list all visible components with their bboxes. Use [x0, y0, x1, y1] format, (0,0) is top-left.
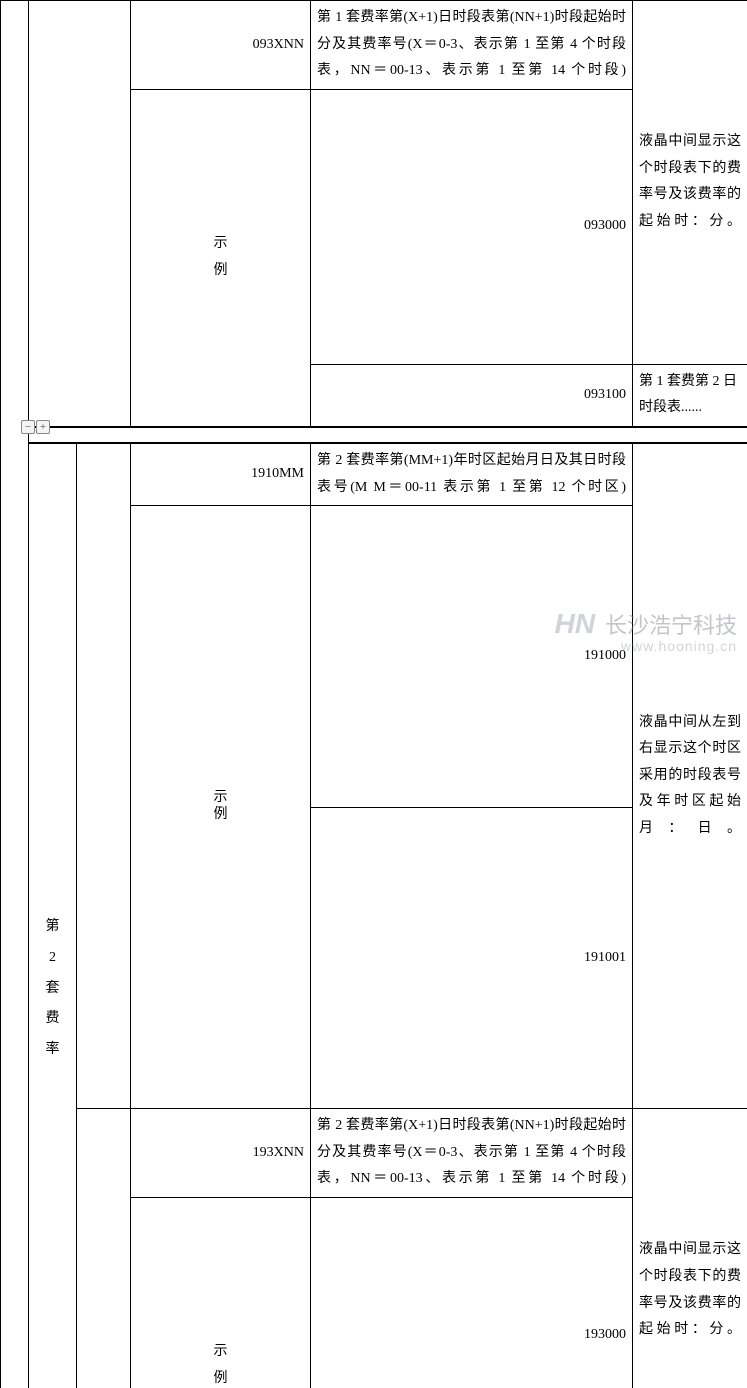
collapse-icon[interactable]: −	[21, 420, 35, 434]
code-cell: 093000	[311, 89, 633, 364]
desc-cell: 第 1 套费第 2 日时段表......	[633, 364, 747, 427]
spec-table: 093XNN 第 1 套费率第(X+1)日时段表第(NN+1)时段起始时分及其费…	[0, 0, 747, 1388]
desc-cell: 第 2 套费率第(X+1)日时段表第(NN+1)时段起始时分及其费率号(X＝0-…	[311, 1109, 633, 1198]
example-label: 示例	[131, 89, 311, 427]
outer-margin	[1, 1, 29, 1388]
code-cell: 193000	[311, 1197, 633, 1388]
blank-cell	[77, 443, 131, 1109]
section-separator: − +	[1, 427, 747, 443]
code-cell: 093XNN	[131, 1, 311, 90]
desc-cell: 第 1 套费率第(X+1)日时段表第(NN+1)时段起始时分及其费率号(X＝0-…	[311, 1, 633, 90]
blank-cell	[77, 1109, 131, 1388]
code-cell: 191001	[311, 807, 633, 1109]
note-cell: 液晶中间显示这个时段表下的费率号及该费率的起始时：分。	[633, 1109, 747, 1388]
note-cell: 液晶中间显示这个时段表下的费率号及该费率的起始时：分。	[633, 1, 747, 365]
example-label: 示例	[131, 506, 311, 1109]
example-label: 示例	[131, 1197, 311, 1388]
table-row: 193XNN 第 2 套费率第(X+1)日时段表第(NN+1)时段起始时分及其费…	[1, 1109, 747, 1198]
code-cell: 191000	[311, 506, 633, 808]
code-cell: 1910MM	[131, 443, 311, 506]
code-cell: 093100	[311, 364, 633, 427]
page: 093XNN 第 1 套费率第(X+1)日时段表第(NN+1)时段起始时分及其费…	[0, 0, 747, 694]
table-row: 第2套费率 1910MM 第 2 套费率第(MM+1)年时区起始月日及其日时段表…	[1, 443, 747, 506]
note-cell: 液晶中间从左到右显示这个时区采用的时段表号及年时区起始月：日。	[633, 443, 747, 1109]
blank-cell	[29, 1, 131, 427]
code-cell: 193XNN	[131, 1109, 311, 1198]
collapse-controls: − +	[21, 420, 50, 434]
expand-icon[interactable]: +	[36, 420, 50, 434]
desc-cell: 第 2 套费率第(MM+1)年时区起始月日及其日时段表号(M M＝00-11 表…	[311, 443, 633, 506]
table-row: 093XNN 第 1 套费率第(X+1)日时段表第(NN+1)时段起始时分及其费…	[1, 1, 747, 90]
section-label: 第2套费率	[29, 443, 77, 1388]
